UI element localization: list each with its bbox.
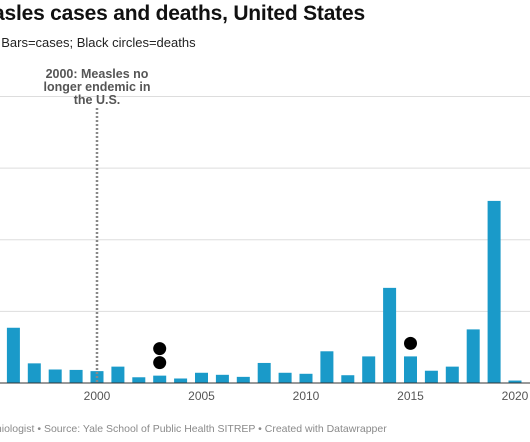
case-bar — [195, 372, 208, 383]
death-marker — [404, 336, 417, 350]
x-axis-ticks: 9520002005201020152020 — [84, 389, 529, 403]
case-bar — [69, 369, 83, 383]
case-bar — [132, 377, 146, 383]
footer-credit: miologist • Source: Yale School of Publi… — [0, 423, 387, 435]
annotation-line-1: 2000: Measles no — [46, 67, 149, 81]
death-marker — [153, 342, 167, 356]
endemic-annotation: 2000: Measles no longer endemic in the U… — [44, 67, 151, 383]
case-bar — [508, 380, 522, 383]
case-bar — [174, 378, 188, 383]
case-bar — [341, 375, 355, 383]
case-bar — [153, 375, 167, 383]
x-tick-label: 2005 — [188, 389, 215, 403]
death-markers — [153, 336, 417, 370]
case-bar — [236, 376, 250, 383]
chart-subtitle: . Bars=cases; Black circles=deaths — [0, 35, 196, 50]
case-bar — [299, 373, 313, 383]
case-bar — [6, 327, 20, 383]
case-bar — [215, 374, 229, 383]
case-bar — [424, 370, 438, 383]
x-tick-label: 2015 — [397, 389, 424, 403]
case-bar — [404, 356, 417, 383]
annotation-line-2: longer endemic in — [44, 80, 151, 94]
death-marker — [153, 356, 167, 370]
case-bar — [362, 356, 376, 383]
case-bar — [48, 369, 62, 383]
x-tick-label: 2000 — [84, 389, 111, 403]
chart-title: asles cases and deaths, United States — [0, 2, 365, 25]
case-bar — [257, 362, 271, 383]
x-tick-label: 2010 — [293, 389, 320, 403]
case-bar — [27, 363, 41, 383]
gridlines — [0, 96, 530, 312]
annotation-line-3: the U.S. — [74, 93, 121, 107]
case-bar — [111, 366, 125, 383]
case-bar — [278, 372, 292, 383]
case-bar — [445, 366, 459, 383]
case-bars — [6, 200, 522, 383]
x-tick-label: 2020 — [502, 389, 529, 403]
case-bar — [383, 287, 397, 383]
case-bar — [320, 351, 334, 383]
case-bar — [466, 329, 480, 383]
case-bar — [487, 200, 501, 383]
